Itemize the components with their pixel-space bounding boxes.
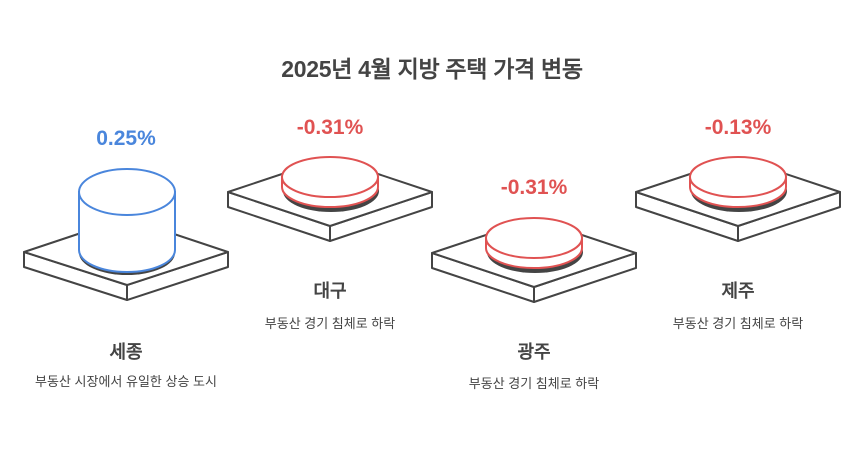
city-label-daegu: 대구 [313,281,347,301]
page-title: 2025년 4월 지방 주택 가격 변동 [281,56,583,82]
value-label-jeju: -0.13% [704,116,772,139]
city-label-jeju: 제주 [721,281,755,301]
disk-gwangju [485,217,583,273]
description-sejong: 부동산 시장에서 유일한 상승 도시 [35,374,217,389]
description-daegu: 부동산 경기 침체로 하락 [264,316,396,331]
description-gwangju: 부동산 경기 침체로 하락 [468,376,600,391]
value-label-sejong: 0.25% [96,127,156,150]
value-label-daegu: -0.31% [296,116,364,139]
description-jeju: 부동산 경기 침체로 하락 [672,316,804,331]
disk-daegu [281,156,379,212]
disk-jeju [689,156,787,212]
city-label-sejong: 세종 [109,342,143,362]
cylinder-sejong [78,168,176,275]
value-label-gwangju: -0.31% [500,176,568,199]
city-label-gwangju: 광주 [517,342,551,362]
